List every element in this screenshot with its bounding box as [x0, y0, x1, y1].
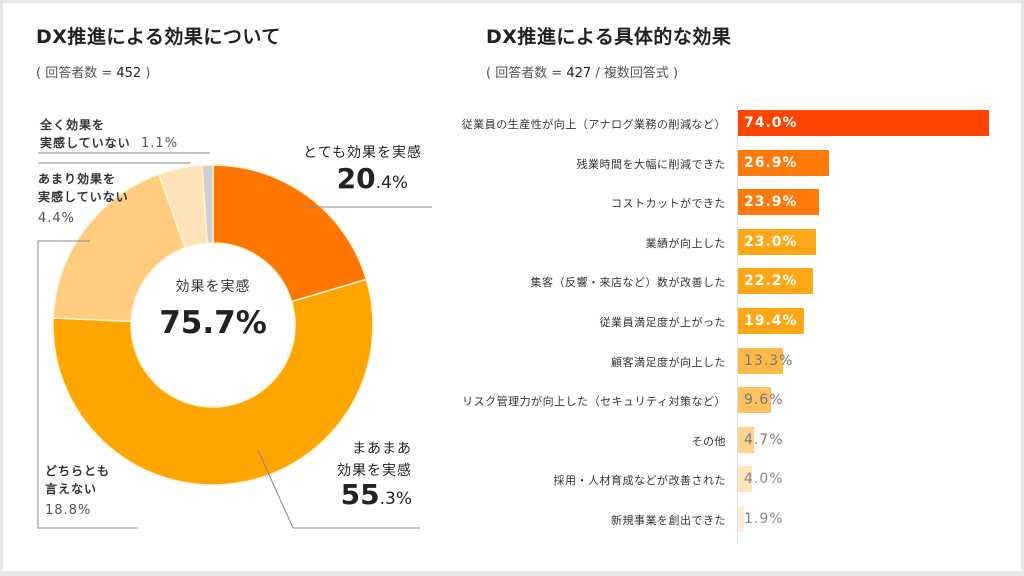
bar-subtitle: ( 回答者数 = 427 / 複数回答式 )	[486, 62, 678, 81]
bar-value-label: 26.9%	[744, 154, 798, 171]
bar	[738, 308, 804, 334]
slice-label-notmuch-line1: あまり効果を	[38, 172, 117, 186]
bar-value-label: 23.9%	[744, 194, 798, 211]
bar-category-label: 採用・人材育成などが改善された	[553, 474, 726, 488]
slice-label-none-line2: 実感していない	[40, 136, 131, 150]
slice-label-notmuch: あまり効果を 実感していない 4.4%	[38, 170, 129, 228]
bar-category-label: 顧客満足度が向上した	[611, 355, 726, 369]
bar-value-label: 1.9%	[744, 511, 784, 527]
slice-label-very-value: 20.4%	[292, 165, 422, 194]
donut-slice-neutral	[52, 173, 187, 323]
value-int: 20	[336, 162, 376, 195]
bar-category-label: リスク管理力が向上した（セキュリティ対策など）	[462, 395, 726, 409]
leader-line-somewhat	[257, 449, 420, 529]
bar-axis-line	[737, 106, 738, 544]
bar	[738, 347, 784, 374]
slice-label-somewhat-value: 55.3%	[300, 481, 412, 510]
slice-label-neutral: どちらとも 言えない 18.8%	[45, 462, 110, 520]
bar	[738, 110, 989, 136]
slice-label-notmuch-value: 4.4%	[38, 211, 76, 226]
bar-value-label: 74.0%	[744, 115, 798, 131]
bar	[738, 268, 814, 295]
slice-label-somewhat-line2: 効果を実感	[337, 463, 412, 479]
donut-center-value: 75.7%	[159, 305, 267, 341]
donut-title: DX推進による効果について	[36, 26, 281, 48]
bar	[738, 466, 752, 493]
slice-label-none-value: 1.1%	[141, 136, 179, 151]
bar-value-label: 23.0%	[744, 233, 798, 250]
slice-label-very: とても効果を実感 20.4%	[292, 142, 422, 194]
bar-category-label: 集客（反響・来店など）数が改善した	[530, 276, 726, 290]
slice-label-neutral-value: 18.8%	[45, 503, 92, 518]
bar-category-label: 従業員満足度が上がった	[599, 316, 726, 329]
donut-slice-somewhat	[52, 278, 374, 486]
slice-label-notmuch-line2: 実感していない	[38, 190, 129, 204]
slice-label-very-text: とても効果を実感	[303, 145, 422, 161]
donut-center-caption: 効果を実感	[175, 279, 251, 295]
bar-title: DX推進による具体的な効果	[486, 26, 732, 48]
respondent-count: 452	[116, 66, 142, 81]
bar-category-label: 新規事業を創出できた	[611, 514, 726, 527]
bar-value-label: 9.6%	[744, 392, 784, 409]
value-dec: .4%	[375, 173, 408, 193]
bar-value-label: 19.4%	[744, 313, 798, 329]
bar-category-label: コストカットができた	[611, 197, 726, 211]
slice-label-none: 全く効果を 実感していない 1.1%	[40, 116, 178, 153]
bar	[738, 149, 830, 176]
value-dec: .3%	[379, 489, 412, 509]
bar	[738, 426, 754, 453]
slice-label-none-line1: 全く効果を	[40, 118, 106, 132]
subtitle-prefix: ( 回答者数 =	[486, 66, 567, 81]
bar-category-label: その他	[691, 434, 726, 448]
respondent-count: 427	[566, 66, 592, 81]
bar-value-label: 4.0%	[744, 471, 784, 488]
bar-value-label: 22.2%	[744, 273, 798, 290]
value-int: 55	[340, 478, 380, 511]
donut-slice-very	[212, 164, 368, 303]
subtitle-prefix: ( 回答者数 =	[36, 66, 117, 81]
leader-line-neutral	[37, 240, 138, 529]
subtitle-suffix: )	[141, 66, 151, 81]
bar	[738, 228, 816, 255]
slice-label-somewhat: まあまあ 効果を実感 55.3%	[300, 438, 412, 510]
bar-category-label: 残業時間を大幅に削減できた	[576, 157, 726, 171]
donut-subtitle: ( 回答者数 = 452 )	[36, 62, 150, 81]
bar	[738, 189, 819, 216]
bar-value-label: 4.7%	[744, 431, 784, 448]
bar-category-label: 業績が向上した	[645, 236, 726, 250]
subtitle-suffix: / 複数回答式 )	[591, 66, 679, 81]
slice-label-somewhat-line1: まあまあ	[352, 441, 412, 457]
slice-label-neutral-line1: どちらとも	[45, 464, 111, 478]
slice-label-neutral-line2: 言えない	[45, 482, 98, 496]
bar	[738, 387, 771, 414]
bar	[738, 506, 745, 532]
bar-category-label: 従業員の生産性が向上（アナログ業務の削減など）	[461, 118, 726, 131]
bar-value-label: 13.3%	[744, 352, 794, 369]
donut-slice-none	[201, 164, 214, 244]
